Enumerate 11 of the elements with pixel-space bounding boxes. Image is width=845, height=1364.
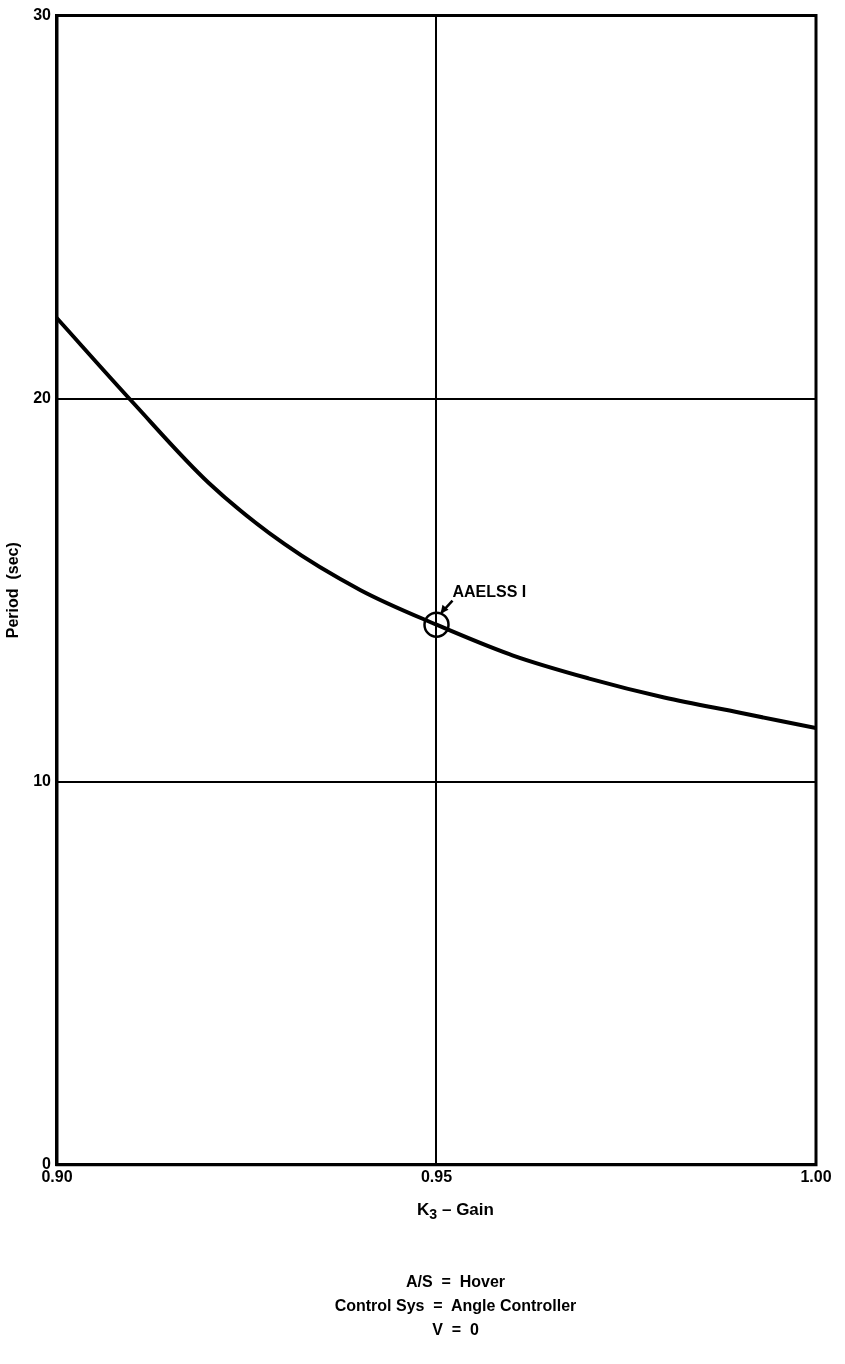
annotation: AAELSS I	[452, 583, 527, 601]
x-tick-label: 0.95	[420, 1167, 453, 1185]
y-axis-title: Period (sec)	[4, 542, 22, 639]
y-tick-label: 10	[33, 772, 52, 790]
x-axis-title: K$_{3}$ – Gain	[416, 1200, 495, 1223]
text: Control Sys = Angle Controller	[333, 1296, 578, 1316]
y-tick-label: 20	[33, 389, 52, 407]
text: A/S = Hover	[404, 1272, 507, 1292]
y-tick-label: 30	[33, 6, 52, 24]
text: V = 0	[431, 1320, 480, 1340]
x-tick-label: 1.00	[800, 1167, 832, 1185]
